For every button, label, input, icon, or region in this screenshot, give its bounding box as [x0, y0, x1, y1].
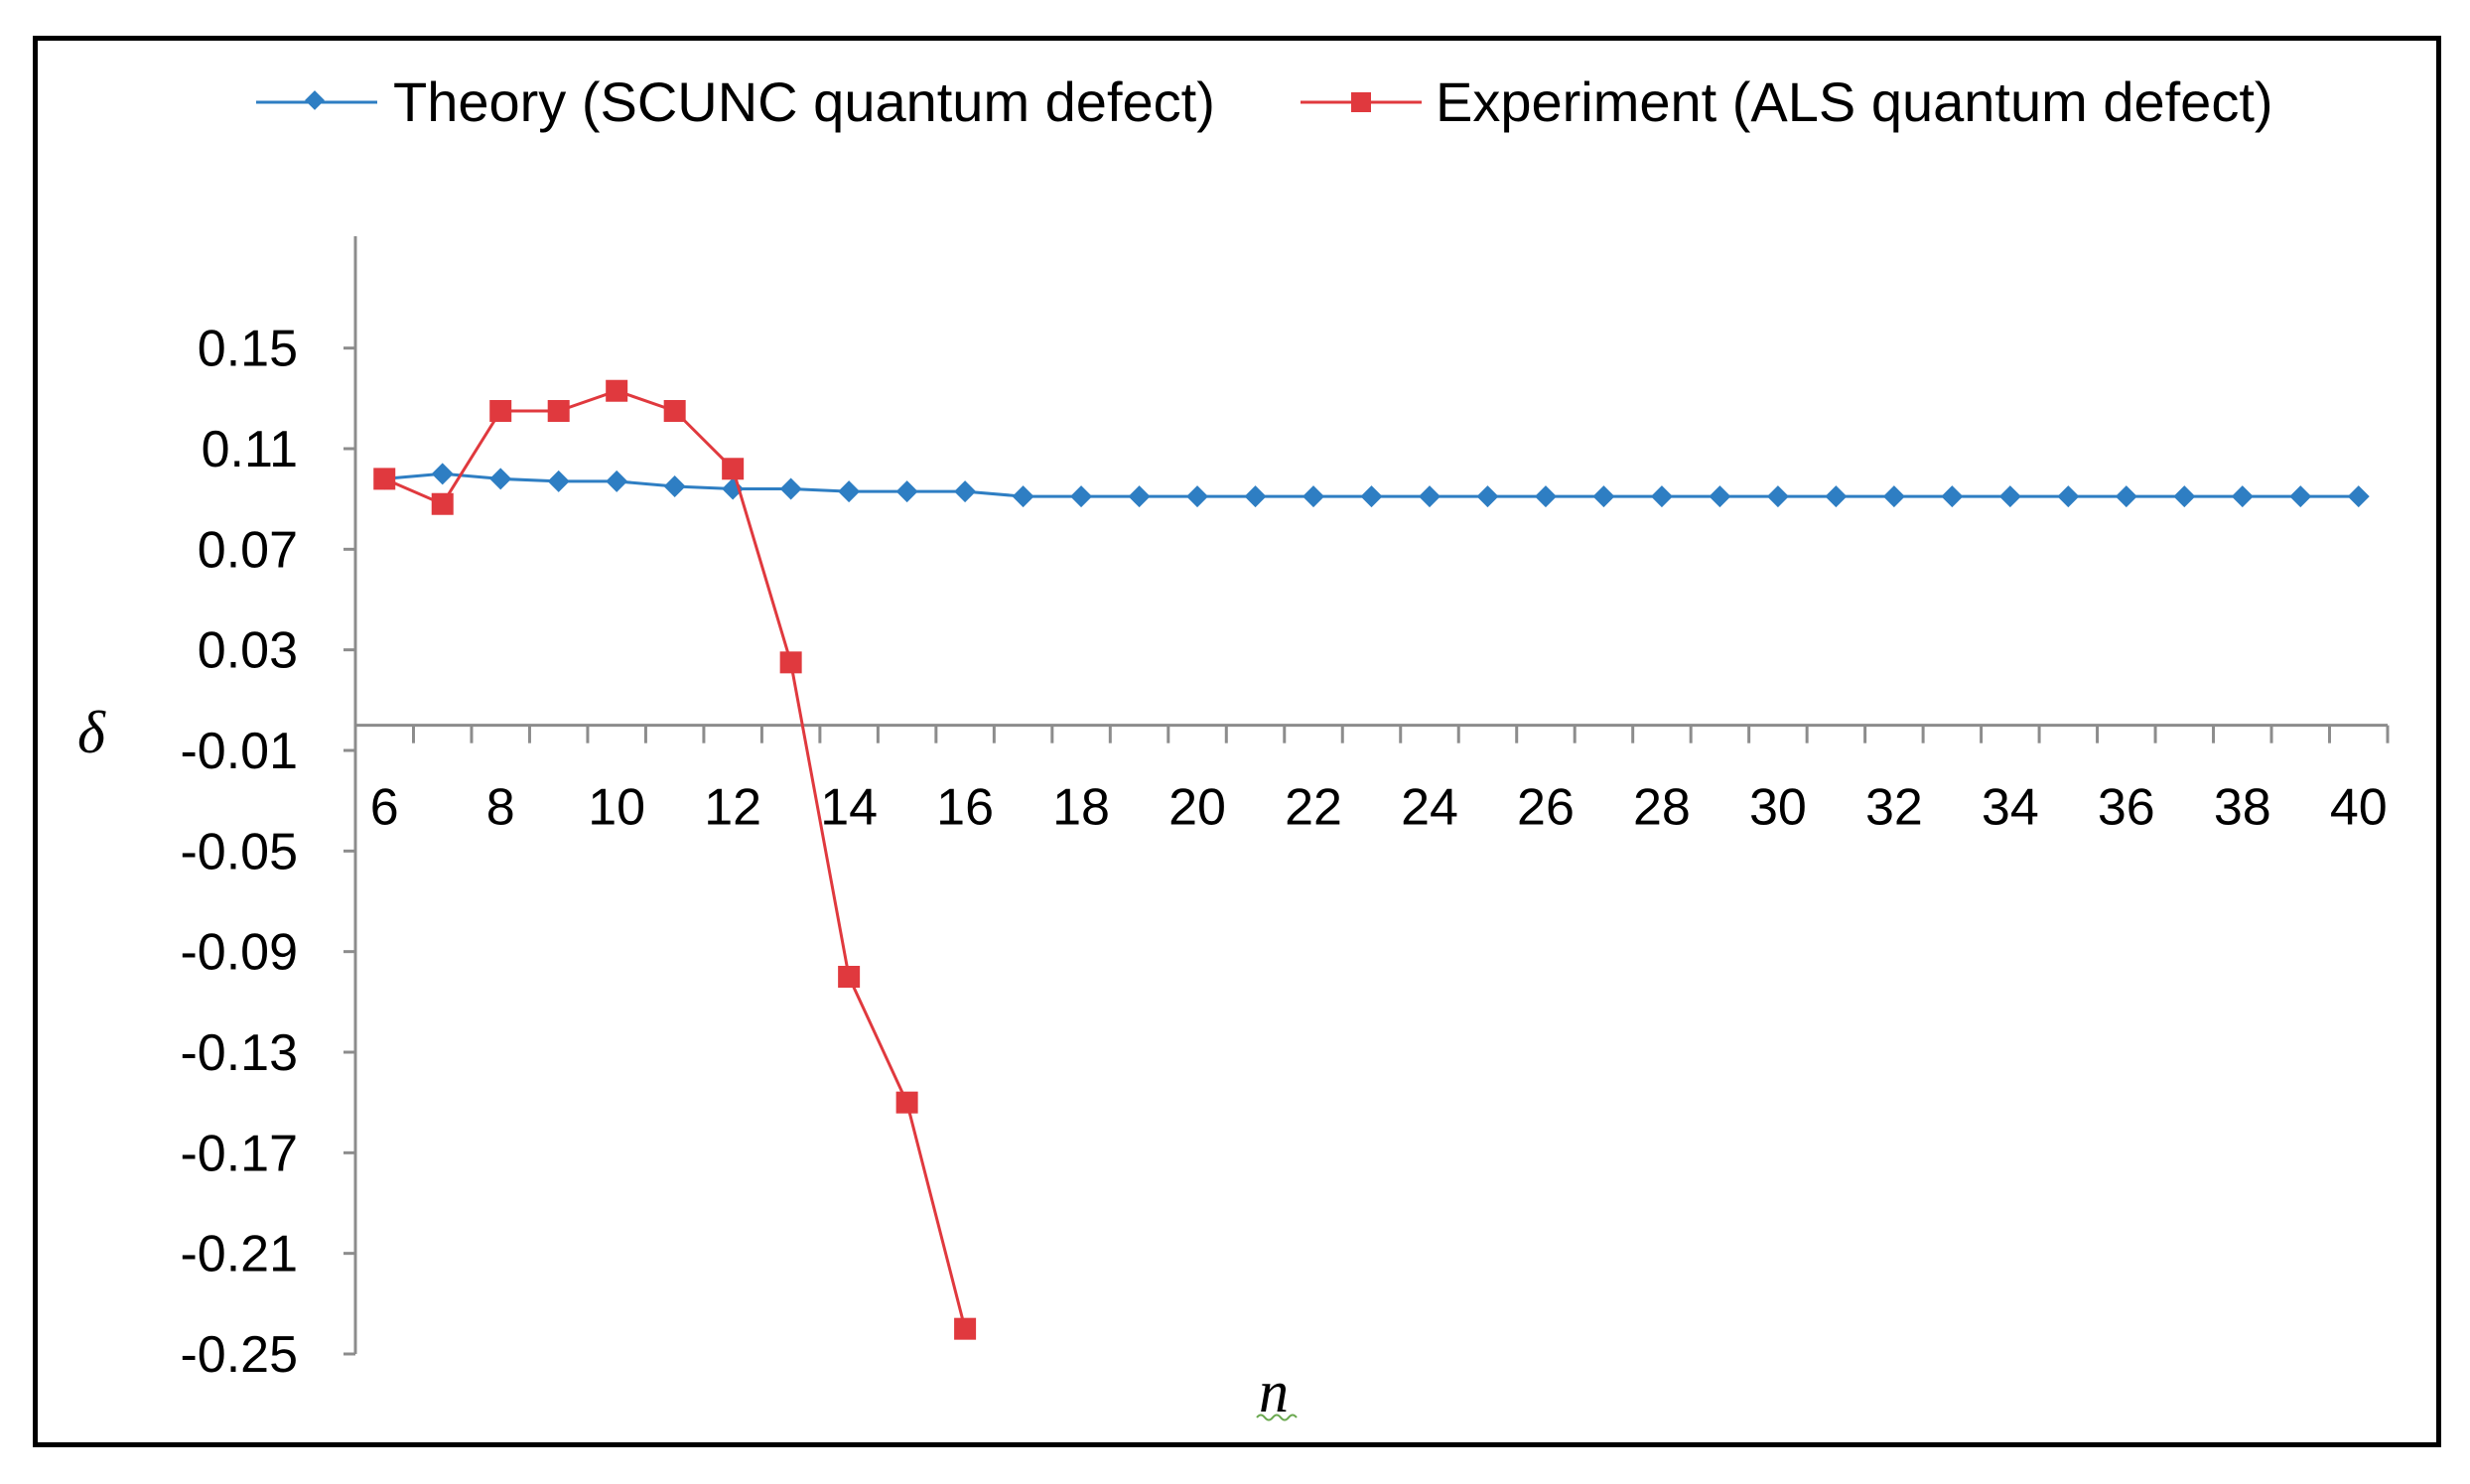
x-tick-label: 36	[2098, 779, 2155, 837]
data-point-theory	[2289, 485, 2312, 508]
y-axis-title: δ	[77, 700, 106, 765]
data-point-experiment	[722, 458, 745, 480]
data-point-theory	[1882, 485, 1905, 508]
legend-label-theory: Theory (SCUNC quantum defect)	[393, 70, 1215, 133]
legend-marker-experiment	[1351, 92, 1371, 112]
legend: Theory (SCUNC quantum defect) Experiment…	[256, 70, 2273, 133]
data-point-theory	[779, 477, 802, 500]
data-point-experiment	[779, 651, 802, 674]
y-axis: 0.15 0.11 0.07 0.03 -0.01 -0.05 -0.09 -0.13 -0.1…	[180, 236, 357, 1384]
data-point-experiment	[373, 468, 396, 490]
data-point-theory	[954, 480, 977, 503]
data-point-theory	[1825, 485, 1848, 508]
data-point-theory	[547, 470, 570, 492]
y-tick-label: 0.15	[198, 321, 298, 378]
data-point-theory	[1592, 485, 1615, 508]
data-point-theory	[2173, 485, 2196, 508]
x-tick-label: 16	[936, 779, 994, 837]
x-tick-label: 40	[2330, 779, 2388, 837]
x-axis-title: n	[1259, 1359, 1289, 1424]
data-point-theory	[2231, 485, 2254, 508]
y-tick-label: 0.03	[198, 622, 298, 680]
x-tick-label: 20	[1168, 779, 1226, 837]
x-tick-label: 30	[1749, 779, 1807, 837]
data-point-theory	[1244, 485, 1267, 508]
data-point-theory	[1070, 485, 1093, 508]
y-tick-label: 0.11	[202, 421, 298, 478]
data-point-theory	[1998, 485, 2021, 508]
data-point-theory	[431, 463, 454, 485]
data-point-experiment	[838, 966, 861, 988]
data-point-theory	[1476, 485, 1499, 508]
data-point-experiment	[431, 492, 454, 515]
data-point-theory	[838, 480, 861, 503]
data-point-theory	[1941, 485, 1964, 508]
y-tick-label: -0.05	[180, 823, 298, 880]
y-tick-label: -0.21	[180, 1226, 298, 1283]
data-point-theory	[1534, 485, 1557, 508]
data-point-theory	[1186, 485, 1209, 508]
x-tick-label: 10	[588, 779, 645, 837]
y-tick-label: -0.01	[180, 723, 298, 780]
data-point-experiment	[606, 379, 628, 402]
data-point-theory	[606, 470, 628, 492]
x-tick-label: 32	[1865, 779, 1923, 837]
data-point-theory	[1360, 485, 1383, 508]
y-tick-label: -0.25	[180, 1326, 298, 1384]
data-point-theory	[663, 475, 686, 497]
data-point-theory	[1709, 485, 1731, 508]
data-point-theory	[1128, 485, 1151, 508]
legend-item-experiment: Experiment (ALS quantum defect)	[1301, 70, 2273, 133]
data-point-experiment	[954, 1317, 977, 1340]
legend-item-theory: Theory (SCUNC quantum defect)	[256, 70, 1215, 133]
y-tick-label: -0.17	[180, 1125, 298, 1182]
legend-marker-theory	[305, 90, 325, 110]
series-line-experiment	[383, 389, 967, 1330]
data-point-theory	[1766, 485, 1789, 508]
data-point-theory	[2347, 485, 2370, 508]
data-point-experiment	[489, 400, 512, 422]
x-tick-label: 38	[2214, 779, 2271, 837]
data-point-theory	[2115, 485, 2137, 508]
x-tick-label: 14	[820, 779, 878, 837]
y-tick-label: 0.07	[198, 521, 298, 579]
x-tick-label: 24	[1401, 779, 1458, 837]
legend-label-experiment: Experiment (ALS quantum defect)	[1436, 70, 2273, 133]
x-axis: 6 8 10 12 14 16 18 20 22 24 26 28 30 32 34 36 38 40	[355, 724, 2390, 837]
x-tick-label: 8	[486, 779, 515, 837]
data-point-experiment	[895, 1091, 918, 1114]
x-tick-label: 6	[370, 779, 399, 837]
data-point-theory	[1012, 485, 1034, 508]
series-layer	[373, 379, 2370, 1340]
data-point-theory	[895, 480, 918, 503]
data-point-theory	[2057, 485, 2080, 508]
data-point-theory	[1418, 485, 1441, 508]
y-tick-label: -0.09	[180, 924, 298, 982]
x-tick-label: 18	[1052, 779, 1110, 837]
data-point-experiment	[547, 400, 570, 422]
spellcheck-underline	[1256, 1414, 1298, 1421]
data-point-experiment	[663, 400, 686, 422]
x-tick-label: 34	[1982, 779, 2039, 837]
x-tick-label: 12	[704, 779, 761, 837]
data-point-theory	[1303, 485, 1325, 508]
x-tick-label: 22	[1285, 779, 1342, 837]
x-tick-label: 28	[1633, 779, 1691, 837]
data-point-theory	[489, 468, 512, 490]
x-tick-label: 26	[1517, 779, 1575, 837]
y-tick-label: -0.13	[180, 1024, 298, 1082]
data-point-theory	[1650, 485, 1673, 508]
